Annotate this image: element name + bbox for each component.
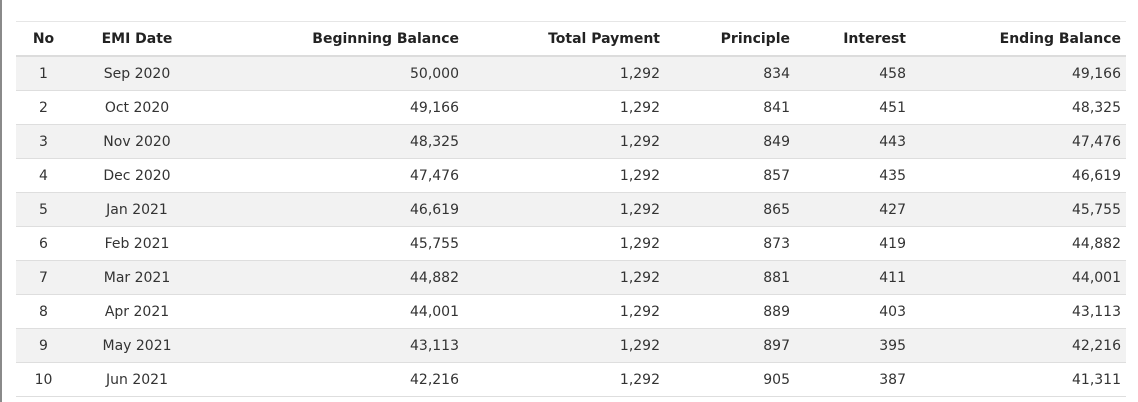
cell-emi-date: Sep 2020 [103, 65, 171, 82]
cell-principle: 841 [763, 99, 790, 116]
cell-interest: 395 [879, 337, 906, 354]
cell-total-payment: 1,292 [619, 269, 660, 286]
cell-total-payment: 1,292 [619, 99, 660, 116]
table-body: 1 Sep 2020 50,000 1,292 834 458 49,166 2 Oct 202… [16, 56, 1126, 397]
cell-ending-balance: 44,882 [1072, 235, 1121, 252]
cell-total-payment: 1,292 [619, 201, 660, 218]
cell-beginning-balance: 49,166 [410, 99, 459, 116]
cell-no: 5 [39, 201, 48, 218]
cell-principle: 834 [763, 65, 790, 82]
cell-interest: 411 [879, 269, 906, 286]
cell-total-payment: 1,292 [619, 65, 660, 82]
cell-total-payment: 1,292 [619, 303, 660, 320]
amortization-table: No EMI Date Beginning Balance Total Paym… [16, 21, 1126, 397]
cell-principle: 889 [763, 303, 790, 320]
cell-principle: 905 [763, 371, 790, 388]
column-header-principle[interactable]: Principle [720, 30, 790, 47]
window-left-border [0, 0, 2, 402]
amortization-table-container: No EMI Date Beginning Balance Total Paym… [16, 21, 1126, 397]
header-row: No EMI Date Beginning Balance Total Paym… [16, 21, 1126, 56]
cell-interest: 427 [879, 201, 906, 218]
column-header-emi-date[interactable]: EMI Date [101, 30, 173, 47]
cell-beginning-balance: 42,216 [410, 371, 459, 388]
cell-beginning-balance: 44,001 [410, 303, 459, 320]
cell-ending-balance: 42,216 [1072, 337, 1121, 354]
cell-total-payment: 1,292 [619, 133, 660, 150]
cell-emi-date: Feb 2021 [104, 235, 170, 252]
cell-emi-date: Nov 2020 [103, 133, 171, 150]
cell-ending-balance: 41,311 [1072, 371, 1121, 388]
cell-total-payment: 1,292 [619, 337, 660, 354]
cell-total-payment: 1,292 [619, 235, 660, 252]
table-row: 6 Feb 2021 45,755 1,292 873 419 44,882 [16, 226, 1126, 261]
cell-no: 7 [39, 269, 48, 286]
cell-no: 6 [39, 235, 48, 252]
cell-principle: 897 [763, 337, 790, 354]
cell-beginning-balance: 47,476 [410, 167, 459, 184]
cell-ending-balance: 48,325 [1072, 99, 1121, 116]
cell-ending-balance: 49,166 [1072, 65, 1121, 82]
cell-interest: 387 [879, 371, 906, 388]
cell-emi-date: Jun 2021 [106, 371, 168, 388]
cell-interest: 451 [879, 99, 906, 116]
table-row: 10 Jun 2021 42,216 1,292 905 387 41,311 [16, 362, 1126, 397]
cell-ending-balance: 46,619 [1072, 167, 1121, 184]
cell-principle: 865 [763, 201, 790, 218]
cell-total-payment: 1,292 [619, 371, 660, 388]
table-row: 2 Oct 2020 49,166 1,292 841 451 48,325 [16, 90, 1126, 125]
cell-no: 4 [39, 167, 48, 184]
cell-interest: 403 [879, 303, 906, 320]
cell-principle: 857 [763, 167, 790, 184]
column-header-ending-balance[interactable]: Ending Balance [999, 30, 1121, 47]
table-row: 7 Mar 2021 44,882 1,292 881 411 44,001 [16, 260, 1126, 295]
cell-total-payment: 1,292 [619, 167, 660, 184]
cell-no: 9 [39, 337, 48, 354]
cell-no: 3 [39, 133, 48, 150]
cell-beginning-balance: 43,113 [410, 337, 459, 354]
table-row: 8 Apr 2021 44,001 1,292 889 403 43,113 [16, 294, 1126, 329]
cell-principle: 873 [763, 235, 790, 252]
cell-interest: 419 [879, 235, 906, 252]
cell-emi-date: Oct 2020 [104, 99, 170, 116]
cell-no: 2 [39, 99, 48, 116]
cell-ending-balance: 47,476 [1072, 133, 1121, 150]
cell-emi-date: Apr 2021 [104, 303, 170, 320]
cell-ending-balance: 45,755 [1072, 201, 1121, 218]
cell-no: 8 [39, 303, 48, 320]
table-row: 1 Sep 2020 50,000 1,292 834 458 49,166 [16, 56, 1126, 91]
cell-emi-date: May 2021 [102, 337, 172, 354]
table-header: No EMI Date Beginning Balance Total Paym… [16, 21, 1126, 56]
cell-emi-date: Dec 2020 [103, 167, 171, 184]
cell-beginning-balance: 50,000 [410, 65, 459, 82]
cell-beginning-balance: 44,882 [410, 269, 459, 286]
cell-emi-date: Mar 2021 [103, 269, 171, 286]
table-row: 4 Dec 2020 47,476 1,292 857 435 46,619 [16, 158, 1126, 193]
cell-ending-balance: 44,001 [1072, 269, 1121, 286]
table-row: 5 Jan 2021 46,619 1,292 865 427 45,755 [16, 192, 1126, 227]
cell-interest: 435 [879, 167, 906, 184]
cell-no: 1 [39, 65, 48, 82]
cell-emi-date: Jan 2021 [106, 201, 168, 218]
cell-beginning-balance: 46,619 [410, 201, 459, 218]
column-header-no[interactable]: No [32, 30, 55, 47]
column-header-total-payment[interactable]: Total Payment [548, 30, 660, 47]
cell-beginning-balance: 48,325 [410, 133, 459, 150]
cell-interest: 458 [879, 65, 906, 82]
cell-principle: 881 [763, 269, 790, 286]
table-row: 9 May 2021 43,113 1,292 897 395 42,216 [16, 328, 1126, 363]
column-header-interest[interactable]: Interest [843, 30, 906, 47]
cell-principle: 849 [763, 133, 790, 150]
column-header-beginning-balance[interactable]: Beginning Balance [312, 30, 459, 47]
cell-no: 10 [34, 371, 53, 388]
cell-ending-balance: 43,113 [1072, 303, 1121, 320]
table-row: 3 Nov 2020 48,325 1,292 849 443 47,476 [16, 124, 1126, 159]
cell-interest: 443 [879, 133, 906, 150]
cell-beginning-balance: 45,755 [410, 235, 459, 252]
